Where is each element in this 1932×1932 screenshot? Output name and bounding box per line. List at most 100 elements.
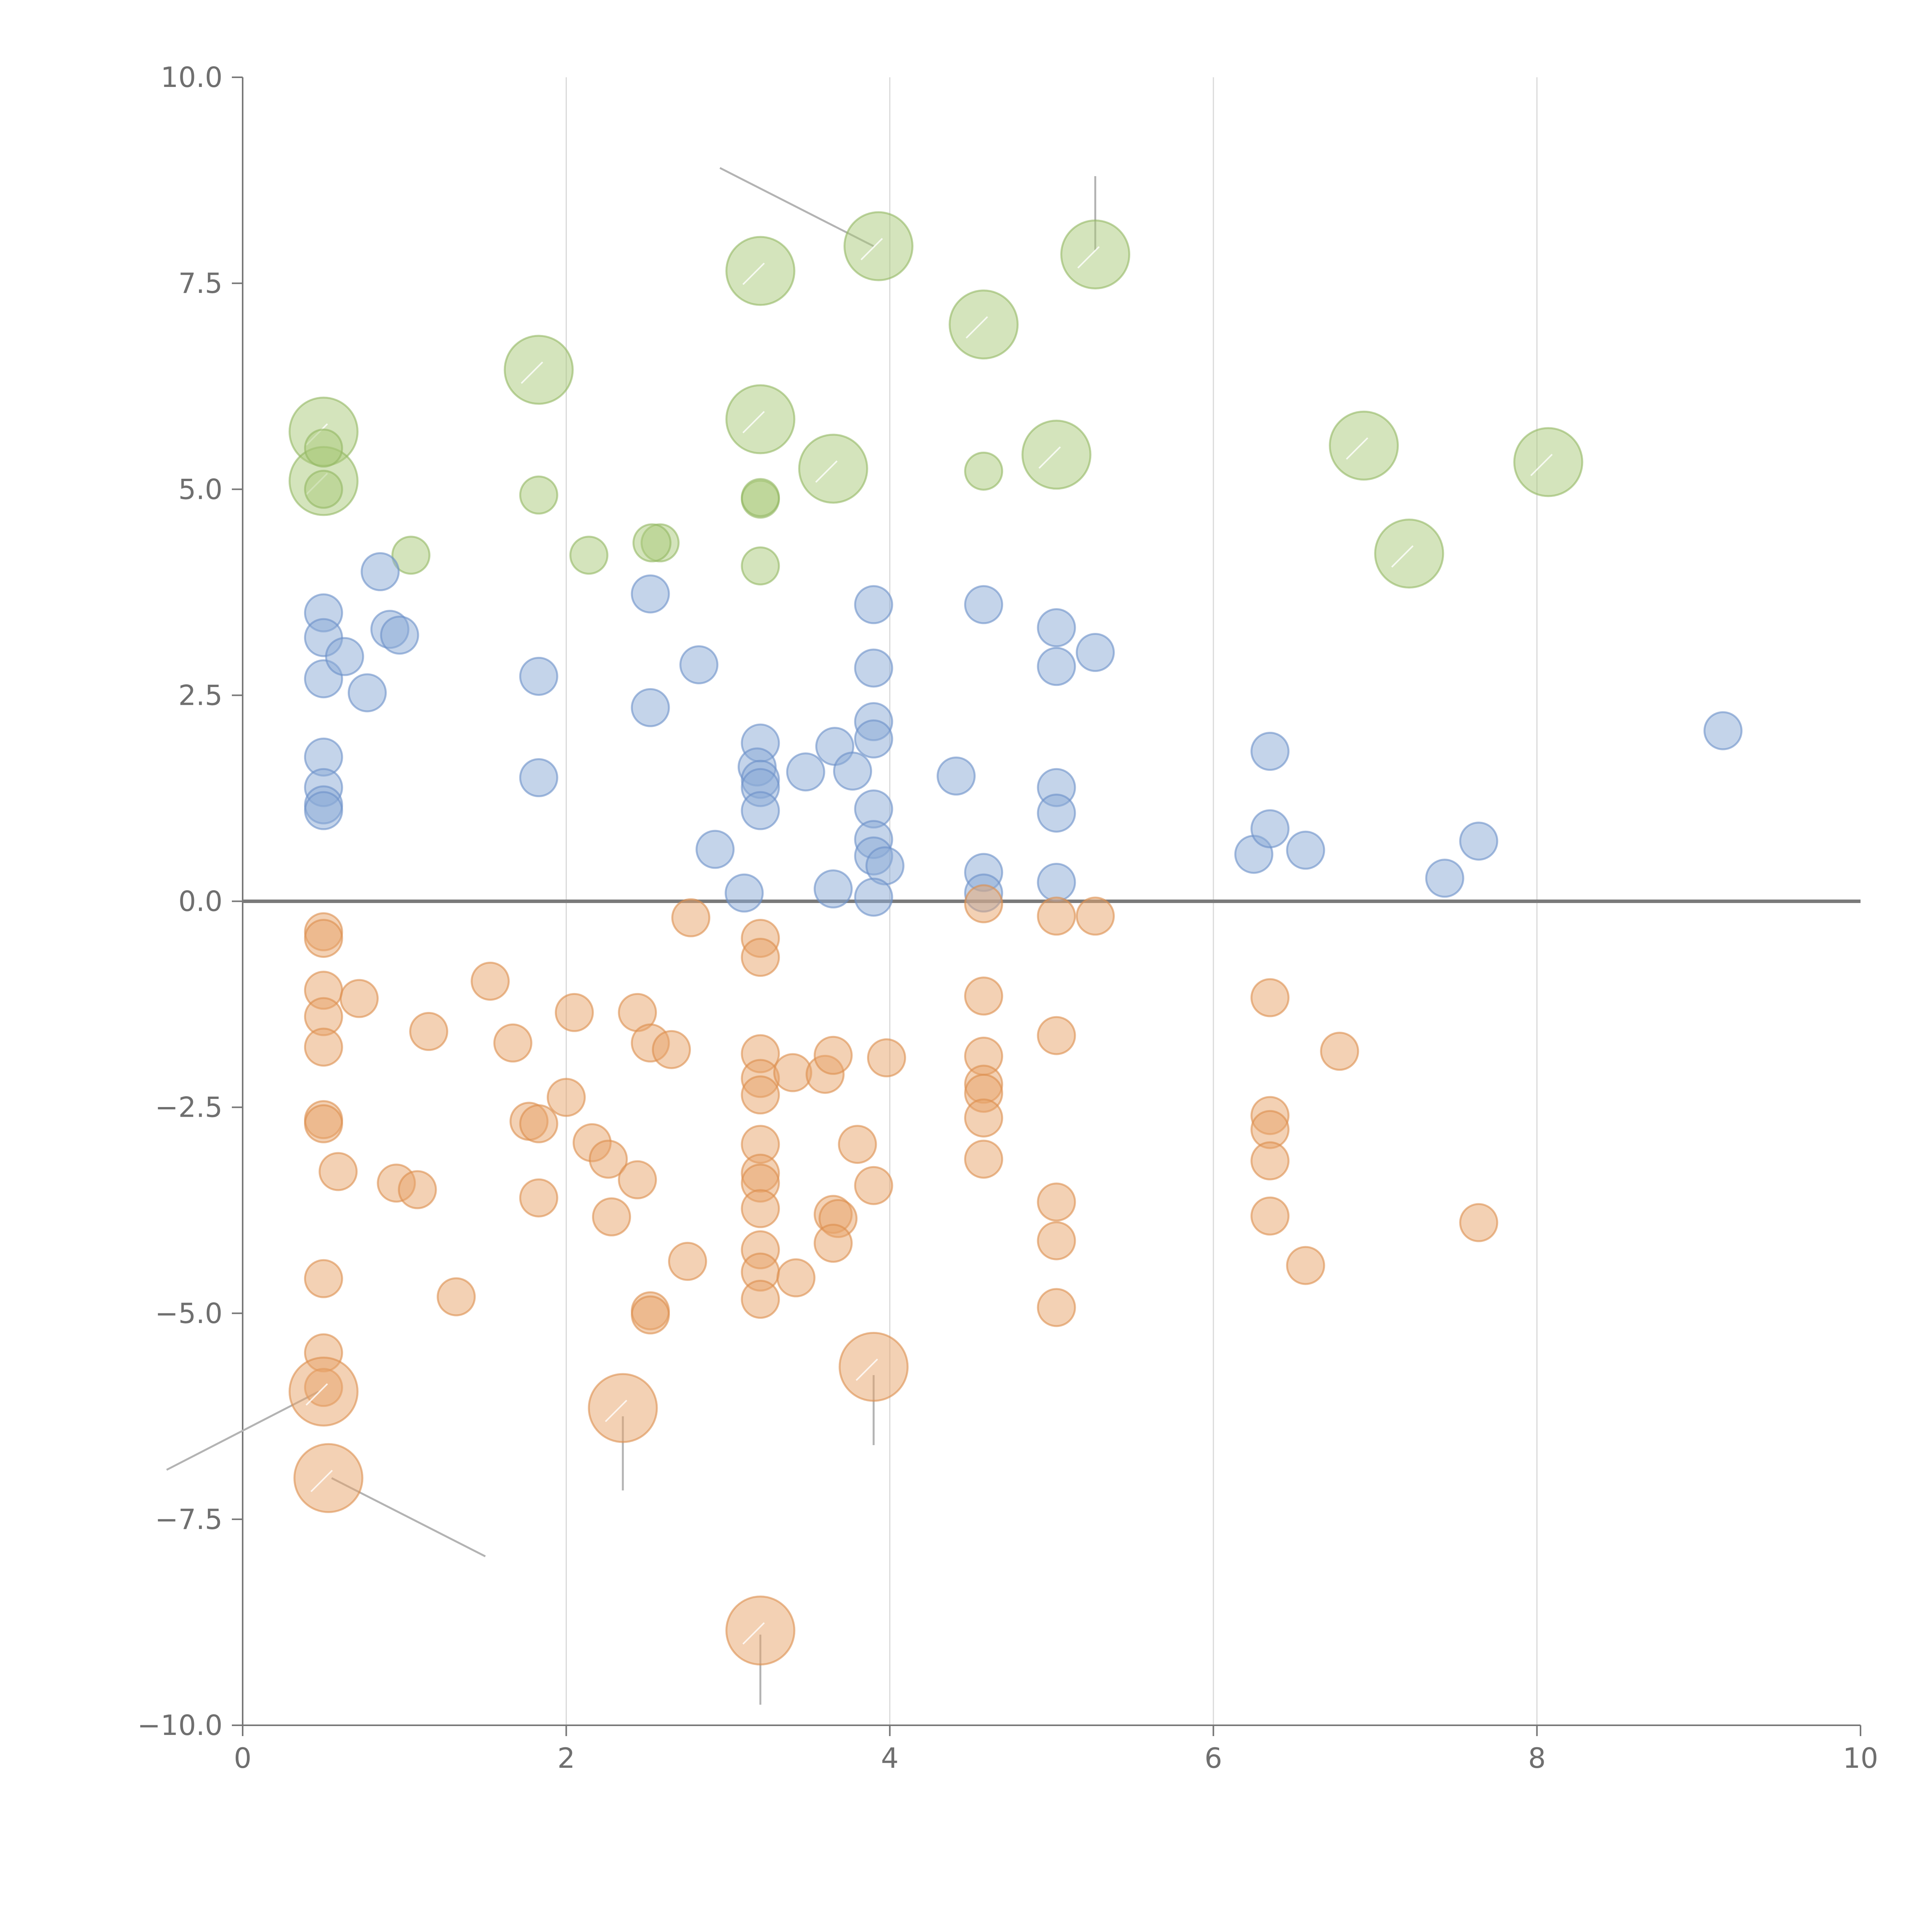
- blue-point-8: [347, 673, 387, 713]
- y-tick-label-5: −2.5: [155, 1091, 223, 1124]
- y-tick-label-0: 10.0: [161, 61, 223, 94]
- orange-point-highlight-12: [305, 1383, 328, 1406]
- green-point-2: [304, 429, 343, 468]
- blue-point-36: [854, 878, 893, 917]
- orange-point-41: [741, 1075, 780, 1115]
- x-tick-label-2: 4: [881, 1742, 899, 1774]
- x-tick-label-0: 0: [234, 1742, 252, 1774]
- orange-point-67: [964, 1139, 1003, 1179]
- blue-point-42: [1037, 647, 1076, 686]
- green-point-4: [503, 335, 574, 405]
- orange-point-17: [437, 1277, 476, 1316]
- orange-point-56: [813, 1223, 853, 1263]
- orange-point-66: [964, 1098, 1003, 1138]
- y-axis-ticks: 10.0 7.5 5.0 2.5 0.0 −2.5 −5.0 −7.5 −10.0: [137, 61, 243, 1742]
- orange-point-highlight-13: [310, 1469, 333, 1492]
- orange-point-27: [592, 1197, 631, 1236]
- data-points: [288, 211, 1743, 1666]
- series-orange: [288, 884, 1498, 1666]
- green-point-11: [725, 384, 796, 454]
- y-tick-label-7: −7.5: [155, 1503, 223, 1536]
- blue-point-43: [1076, 633, 1115, 672]
- blue-point-26: [833, 752, 872, 791]
- green-point-13: [741, 478, 780, 517]
- blue-point-52: [1459, 821, 1498, 861]
- orange-point-57: [838, 1125, 877, 1164]
- series-blue: [304, 552, 1743, 917]
- blue-point-41: [1037, 608, 1076, 648]
- orange-point-59: [838, 1332, 909, 1402]
- orange-point-12: [288, 1356, 359, 1427]
- green-point-6: [391, 536, 430, 575]
- blue-point-48: [1250, 731, 1290, 771]
- green-point-highlight-21: [1346, 437, 1369, 460]
- green-point-highlight-17: [966, 316, 988, 339]
- orange-point-61: [964, 884, 1003, 923]
- green-point-highlight-20: [1077, 246, 1100, 269]
- blue-point-23: [741, 791, 780, 830]
- orange-point-51: [776, 1258, 816, 1298]
- y-tick-label-1: 7.5: [178, 267, 223, 299]
- orange-point-72: [1037, 1221, 1076, 1260]
- x-tick-label-1: 2: [557, 1742, 575, 1774]
- green-point-highlight-22: [1391, 545, 1414, 568]
- green-point-20: [1060, 219, 1131, 289]
- blue-point-29: [854, 648, 893, 688]
- orange-point-78: [1250, 1196, 1290, 1236]
- green-point-22: [1374, 519, 1444, 589]
- blue-point-9: [361, 552, 400, 591]
- y-tick-label-8: −10.0: [137, 1709, 223, 1742]
- blue-point-28: [854, 585, 893, 624]
- orange-point-48: [741, 1279, 780, 1319]
- orange-point-18: [471, 961, 510, 1001]
- orange-point-62: [964, 976, 1003, 1016]
- orange-point-69: [1076, 896, 1115, 936]
- orange-point-30: [618, 1160, 657, 1199]
- y-tick-label-3: 2.5: [178, 679, 223, 711]
- orange-point-35: [668, 1242, 707, 1281]
- blue-point-24: [786, 752, 825, 792]
- orange-point-15: [398, 1170, 437, 1209]
- orange-point-74: [1250, 978, 1290, 1017]
- orange-point-8: [339, 979, 379, 1018]
- blue-point-18: [724, 873, 764, 913]
- orange-point-70: [1037, 1016, 1076, 1055]
- y-tick-label-4: 0.0: [178, 885, 223, 918]
- green-point-highlight-4: [520, 361, 543, 384]
- blue-point-31: [854, 719, 893, 759]
- orange-point-68: [1037, 896, 1076, 936]
- orange-point-36: [671, 898, 711, 937]
- orange-point-53: [813, 1036, 853, 1075]
- x-tick-label-5: 10: [1843, 1742, 1878, 1774]
- orange-point-23: [546, 1078, 586, 1117]
- orange-point-highlight-59: [855, 1358, 878, 1381]
- blue-point-38: [964, 585, 1003, 624]
- orange-point-33: [631, 1295, 670, 1335]
- orange-point-58: [854, 1166, 893, 1205]
- green-point-21: [1329, 410, 1399, 481]
- blue-point-37: [936, 756, 976, 796]
- green-point-15: [798, 434, 868, 504]
- orange-point-81: [1459, 1203, 1498, 1242]
- green-point-9: [632, 523, 672, 563]
- blue-point-13: [519, 758, 558, 798]
- blue-point-16: [679, 645, 719, 684]
- orange-point-28: [588, 1373, 658, 1443]
- green-point-highlight-15: [815, 460, 838, 483]
- blue-point-50: [1286, 830, 1325, 870]
- orange-point-6: [304, 1104, 343, 1143]
- orange-point-7: [318, 1152, 358, 1191]
- blue-point-6: [304, 791, 343, 830]
- x-axis-ticks: 0 2 4 6 8 10: [234, 1725, 1878, 1774]
- orange-point-4: [304, 1027, 343, 1067]
- orange-point-24: [554, 993, 594, 1032]
- blue-point-46: [1037, 862, 1076, 902]
- orange-point-77: [1250, 1141, 1290, 1180]
- green-point-19: [1021, 420, 1092, 490]
- blue-point-27: [813, 869, 853, 909]
- orange-point-highlight-28: [605, 1400, 628, 1422]
- blue-point-7: [325, 637, 364, 676]
- orange-point-34: [652, 1030, 691, 1069]
- orange-point-19: [493, 1023, 532, 1063]
